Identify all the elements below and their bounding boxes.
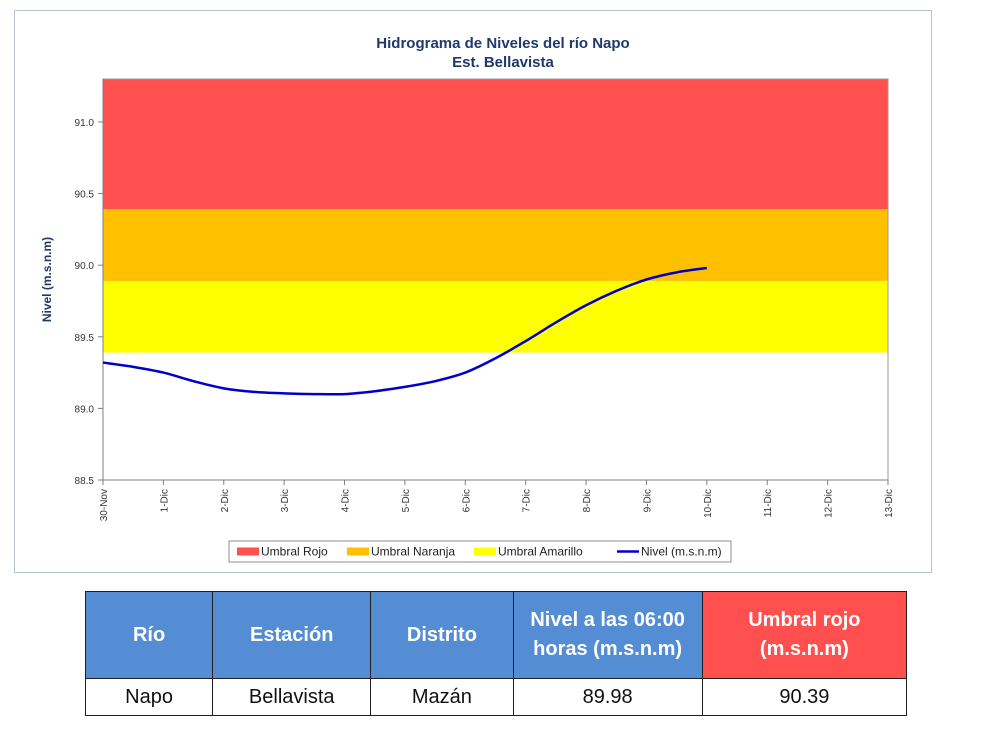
- y-tick-label: 89.0: [75, 404, 95, 415]
- legend-swatch: [347, 547, 369, 556]
- x-tick-label: 3-Dic: [280, 489, 291, 512]
- header-estacion: Estación: [212, 591, 372, 679]
- y-axis-label: Nivel (m.s.n.m): [40, 237, 54, 322]
- header-umbral-rojo: Umbral rojo (m.s.n.m): [701, 591, 908, 679]
- y-tick-label: 88.5: [75, 476, 95, 487]
- y-tick-label: 89.5: [75, 333, 95, 344]
- x-tick-label: 10-Dic: [703, 489, 714, 518]
- x-tick-label: 1-Dic: [159, 489, 170, 512]
- x-tick-label: 9-Dic: [642, 489, 653, 512]
- table-header-row: Río Estación Distrito Nivel a las 06:00 …: [84, 591, 908, 679]
- y-tick-label: 90.0: [75, 261, 95, 272]
- x-tick-label: 12-Dic: [824, 489, 835, 518]
- legend-label: Umbral Amarillo: [498, 545, 583, 559]
- legend-label: Umbral Naranja: [371, 545, 455, 559]
- x-tick-label: 2-Dic: [220, 489, 231, 512]
- cell-rio: Napo: [84, 678, 214, 716]
- header-nivel: Nivel a las 06:00 horas (m.s.n.m): [512, 591, 703, 679]
- cell-nivel: 89.98: [512, 678, 703, 716]
- x-tick-label: 7-Dic: [522, 489, 533, 512]
- header-distrito: Distrito: [370, 591, 514, 679]
- x-tick-label: 6-Dic: [461, 489, 472, 512]
- hydrograph-svg: Hidrograma de Niveles del río Napo Est. B…: [40, 35, 895, 563]
- x-tick-label: 30-Nov: [99, 489, 110, 521]
- threshold-band-umbral-naranja: [103, 209, 888, 281]
- hydrograph-chart: Hidrograma de Niveles del río Napo Est. B…: [14, 10, 932, 573]
- table-row: Napo Bellavista Mazán 89.98 90.39: [84, 678, 908, 716]
- y-tick-label: 91.0: [75, 118, 95, 129]
- cell-distrito: Mazán: [370, 678, 514, 716]
- station-summary-table: Río Estación Distrito Nivel a las 06:00 …: [84, 591, 908, 716]
- legend-label: Umbral Rojo: [261, 545, 328, 559]
- cell-umbral-rojo: 90.39: [701, 678, 908, 716]
- x-tick-label: 4-Dic: [341, 489, 352, 512]
- header-rio: Río: [84, 591, 214, 679]
- threshold-band-umbral-amarillo: [103, 280, 888, 353]
- legend-swatch: [237, 547, 259, 556]
- x-tick-label: 13-Dic: [884, 489, 895, 518]
- series-line-nivel: [102, 266, 708, 396]
- x-tick-label: 11-Dic: [763, 489, 774, 517]
- chart-title: Hidrograma de Niveles del río Napo: [376, 35, 629, 52]
- cell-estacion: Bellavista: [212, 678, 372, 716]
- chart-subtitle: Est. Bellavista: [452, 54, 554, 71]
- legend-swatch: [474, 547, 496, 556]
- legend-label: Nivel (m.s.n.m): [641, 545, 722, 559]
- threshold-band-umbral-rojo: [103, 79, 888, 210]
- x-tick-label: 5-Dic: [401, 489, 412, 512]
- y-tick-label: 90.5: [75, 190, 95, 201]
- x-tick-label: 8-Dic: [582, 489, 593, 512]
